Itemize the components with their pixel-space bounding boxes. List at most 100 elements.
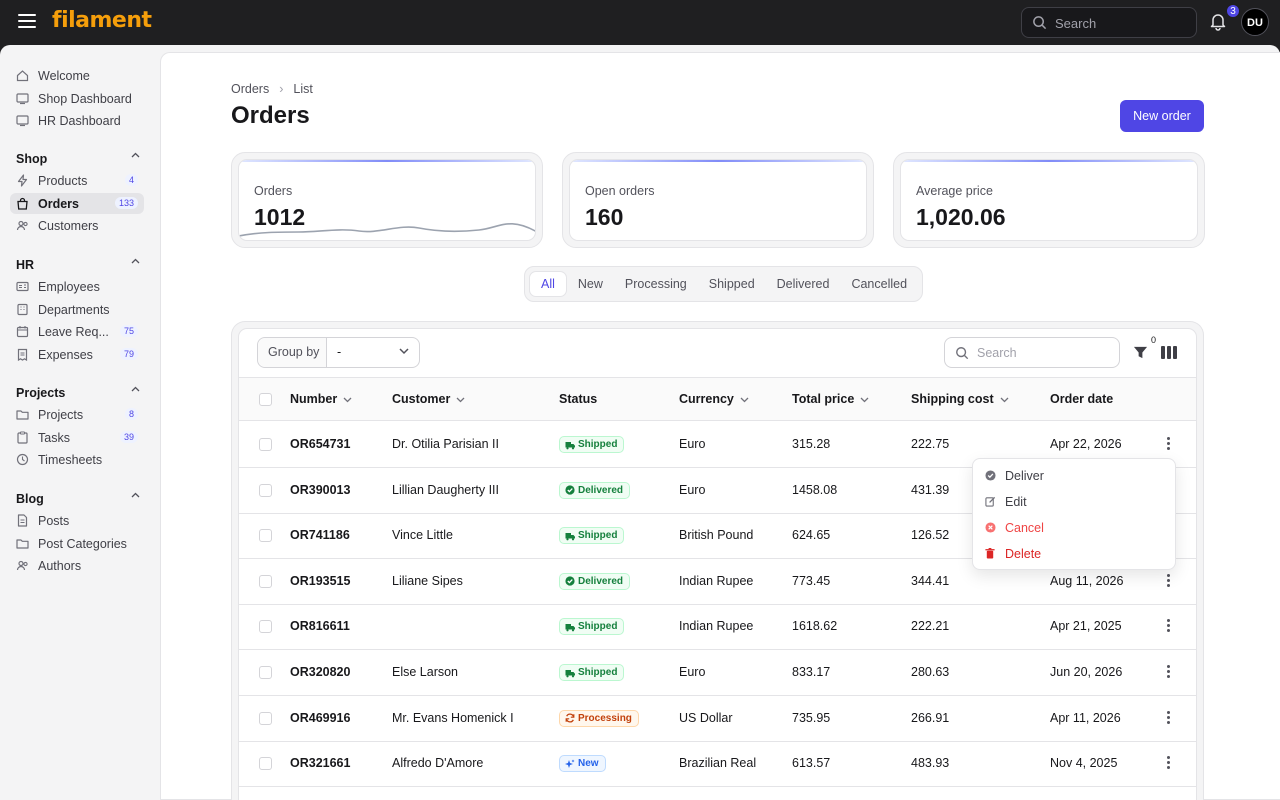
cancel-action[interactable]: Cancel [973, 516, 1175, 540]
table-row[interactable]: OR654731 Dr. Otilia Parisian II Shipped Eur… [239, 422, 1196, 468]
tab-cancelled[interactable]: Cancelled [851, 277, 908, 291]
tab-shipped[interactable]: Shipped [708, 277, 755, 291]
sidebar-item-label: Authors [38, 559, 82, 573]
page-title: Orders [231, 102, 310, 129]
select-all-checkbox[interactable] [259, 393, 272, 406]
sidebar-item-post-categories[interactable]: Post Categories [10, 533, 144, 554]
stat-label: Average price [916, 184, 993, 198]
check-circle-icon [985, 470, 996, 481]
sidebar-group-shop[interactable]: Shop [16, 151, 144, 167]
sidebar-item-label: Orders [38, 196, 79, 211]
bell-icon[interactable] [1209, 12, 1227, 31]
stat-value: 1012 [254, 204, 306, 230]
row-checkbox[interactable] [259, 529, 272, 543]
ellipsis-vertical-icon[interactable] [1167, 573, 1171, 588]
deliver-label: Deliver [1005, 469, 1044, 483]
table-search-input[interactable]: Search [944, 337, 1120, 368]
tab-processing[interactable]: Processing [624, 277, 687, 291]
sidebar-group-hr[interactable]: HR [16, 257, 144, 273]
delete-label: Delete [1005, 547, 1042, 561]
user-avatar[interactable]: DU [1241, 8, 1269, 36]
currency: US Dollar [679, 710, 733, 725]
ellipsis-vertical-icon[interactable] [1167, 710, 1171, 725]
row-checkbox[interactable] [259, 711, 272, 725]
table-row[interactable]: OR390013 Lillian Daugherty III Delivered Eu… [239, 468, 1196, 514]
new-order-button[interactable]: New order [1120, 100, 1204, 132]
ellipsis-vertical-icon[interactable] [1167, 437, 1171, 451]
table-row[interactable]: OR193515 Liliane Sipes Delivered Indian Rup… [239, 559, 1196, 605]
tab-new[interactable]: New [577, 277, 603, 291]
ellipsis-vertical-icon[interactable] [1167, 619, 1171, 633]
chevron-down-icon [860, 397, 869, 403]
stat-card-average-price: Average price 1,020.06 [893, 152, 1205, 248]
group-by-select[interactable]: Group by - [257, 337, 420, 368]
row-checkbox[interactable] [259, 620, 272, 634]
document-icon [17, 514, 28, 527]
filter-icon[interactable] [1133, 345, 1148, 360]
table-row[interactable]: OR469916 Mr. Evans Homenick I Processing US… [239, 696, 1196, 742]
columns-icon[interactable] [1161, 346, 1177, 359]
customer-name: Dr. Otilia Parisian II [392, 437, 499, 451]
order-number[interactable]: OR390013 [290, 482, 351, 497]
ellipsis-vertical-icon[interactable] [1167, 756, 1171, 770]
sidebar-item-products[interactable]: Products 4 [10, 170, 144, 191]
column-header-total-price[interactable]: Total price [792, 392, 869, 406]
sidebar-item-employees[interactable]: Employees [10, 276, 144, 297]
sidebar-item-orders[interactable]: Orders 133 [10, 192, 144, 214]
sidebar-item-posts[interactable]: Posts [10, 510, 144, 531]
global-search-input[interactable]: Search [1021, 7, 1197, 38]
order-number[interactable]: OR816611 [290, 619, 350, 634]
tab-all[interactable]: All [529, 271, 567, 297]
tab-delivered[interactable]: Delivered [776, 277, 830, 291]
sidebar-item-hr-dashboard[interactable]: HR Dashboard [10, 110, 144, 131]
count-badge: 79 [119, 347, 138, 360]
sidebar-item-shop-dashboard[interactable]: Shop Dashboard [10, 88, 144, 109]
sidebar-item-departments[interactable]: Departments [10, 299, 144, 320]
order-number[interactable]: OR321661 [290, 756, 351, 771]
sidebar-item-welcome[interactable]: Welcome [10, 65, 144, 86]
row-checkbox[interactable] [259, 438, 272, 451]
column-header-customer[interactable]: Customer [392, 392, 465, 406]
delete-action[interactable]: Delete [973, 542, 1175, 566]
row-checkbox[interactable] [259, 483, 272, 497]
order-number[interactable]: OR654731 [290, 437, 351, 451]
sidebar-group-blog[interactable]: Blog [16, 491, 144, 507]
edit-action[interactable]: Edit [973, 490, 1175, 514]
app-logo[interactable]: filament [52, 8, 152, 33]
order-number[interactable]: OR741186 [290, 528, 350, 543]
stat-value: 1,020.06 [916, 204, 1006, 230]
column-header-currency[interactable]: Currency [679, 392, 749, 406]
row-checkbox[interactable] [259, 574, 272, 588]
sidebar-item-expenses[interactable]: Expenses 79 [10, 344, 144, 365]
search-placeholder: Search [977, 346, 1017, 360]
breadcrumb-orders[interactable]: Orders [231, 82, 270, 96]
shipping-cost: 483.93 [911, 756, 950, 771]
order-number[interactable]: OR320820 [290, 665, 351, 679]
stat-card-open-orders: Open orders 160 [562, 152, 874, 248]
sidebar-item-projects[interactable]: Projects 8 [10, 404, 144, 425]
sparkles-icon [565, 759, 575, 768]
table-row[interactable]: OR816611 Shipped Indian Rupee 1618.62 222.21… [239, 604, 1196, 651]
sidebar-item-timesheets[interactable]: Timesheets [10, 449, 144, 470]
table-row[interactable]: OR741186 Vince Little Shipped British Pound… [239, 513, 1196, 560]
sidebar-item-leave-req[interactable]: Leave Req... 75 [10, 321, 144, 342]
row-checkbox[interactable] [259, 666, 272, 679]
column-header-label: Customer [392, 392, 451, 406]
ellipsis-vertical-icon[interactable] [1167, 665, 1171, 679]
table-row[interactable]: OR321661 Alfredo D'Amore New Brazilian Real… [239, 741, 1196, 788]
order-number[interactable]: OR193515 [290, 573, 351, 588]
sidebar-item-authors[interactable]: Authors [10, 555, 144, 576]
sidebar-group-projects[interactable]: Projects [16, 385, 144, 401]
row-checkbox[interactable] [259, 757, 272, 771]
count-badge: 39 [119, 430, 138, 443]
deliver-action[interactable]: Deliver [973, 464, 1175, 488]
sidebar-item-tasks[interactable]: Tasks 39 [10, 427, 144, 448]
table-row[interactable]: OR320820 Else Larson Shipped Euro 833.17 280.… [239, 650, 1196, 696]
column-header-shipping-cost[interactable]: Shipping cost [911, 392, 1009, 406]
order-number[interactable]: OR469916 [290, 710, 351, 725]
menu-icon[interactable] [18, 14, 36, 28]
sidebar-item-customers[interactable]: Customers [10, 215, 144, 236]
chevron-up-icon [131, 152, 140, 158]
id-card-icon [16, 281, 29, 292]
column-header-number[interactable]: Number [290, 392, 352, 406]
